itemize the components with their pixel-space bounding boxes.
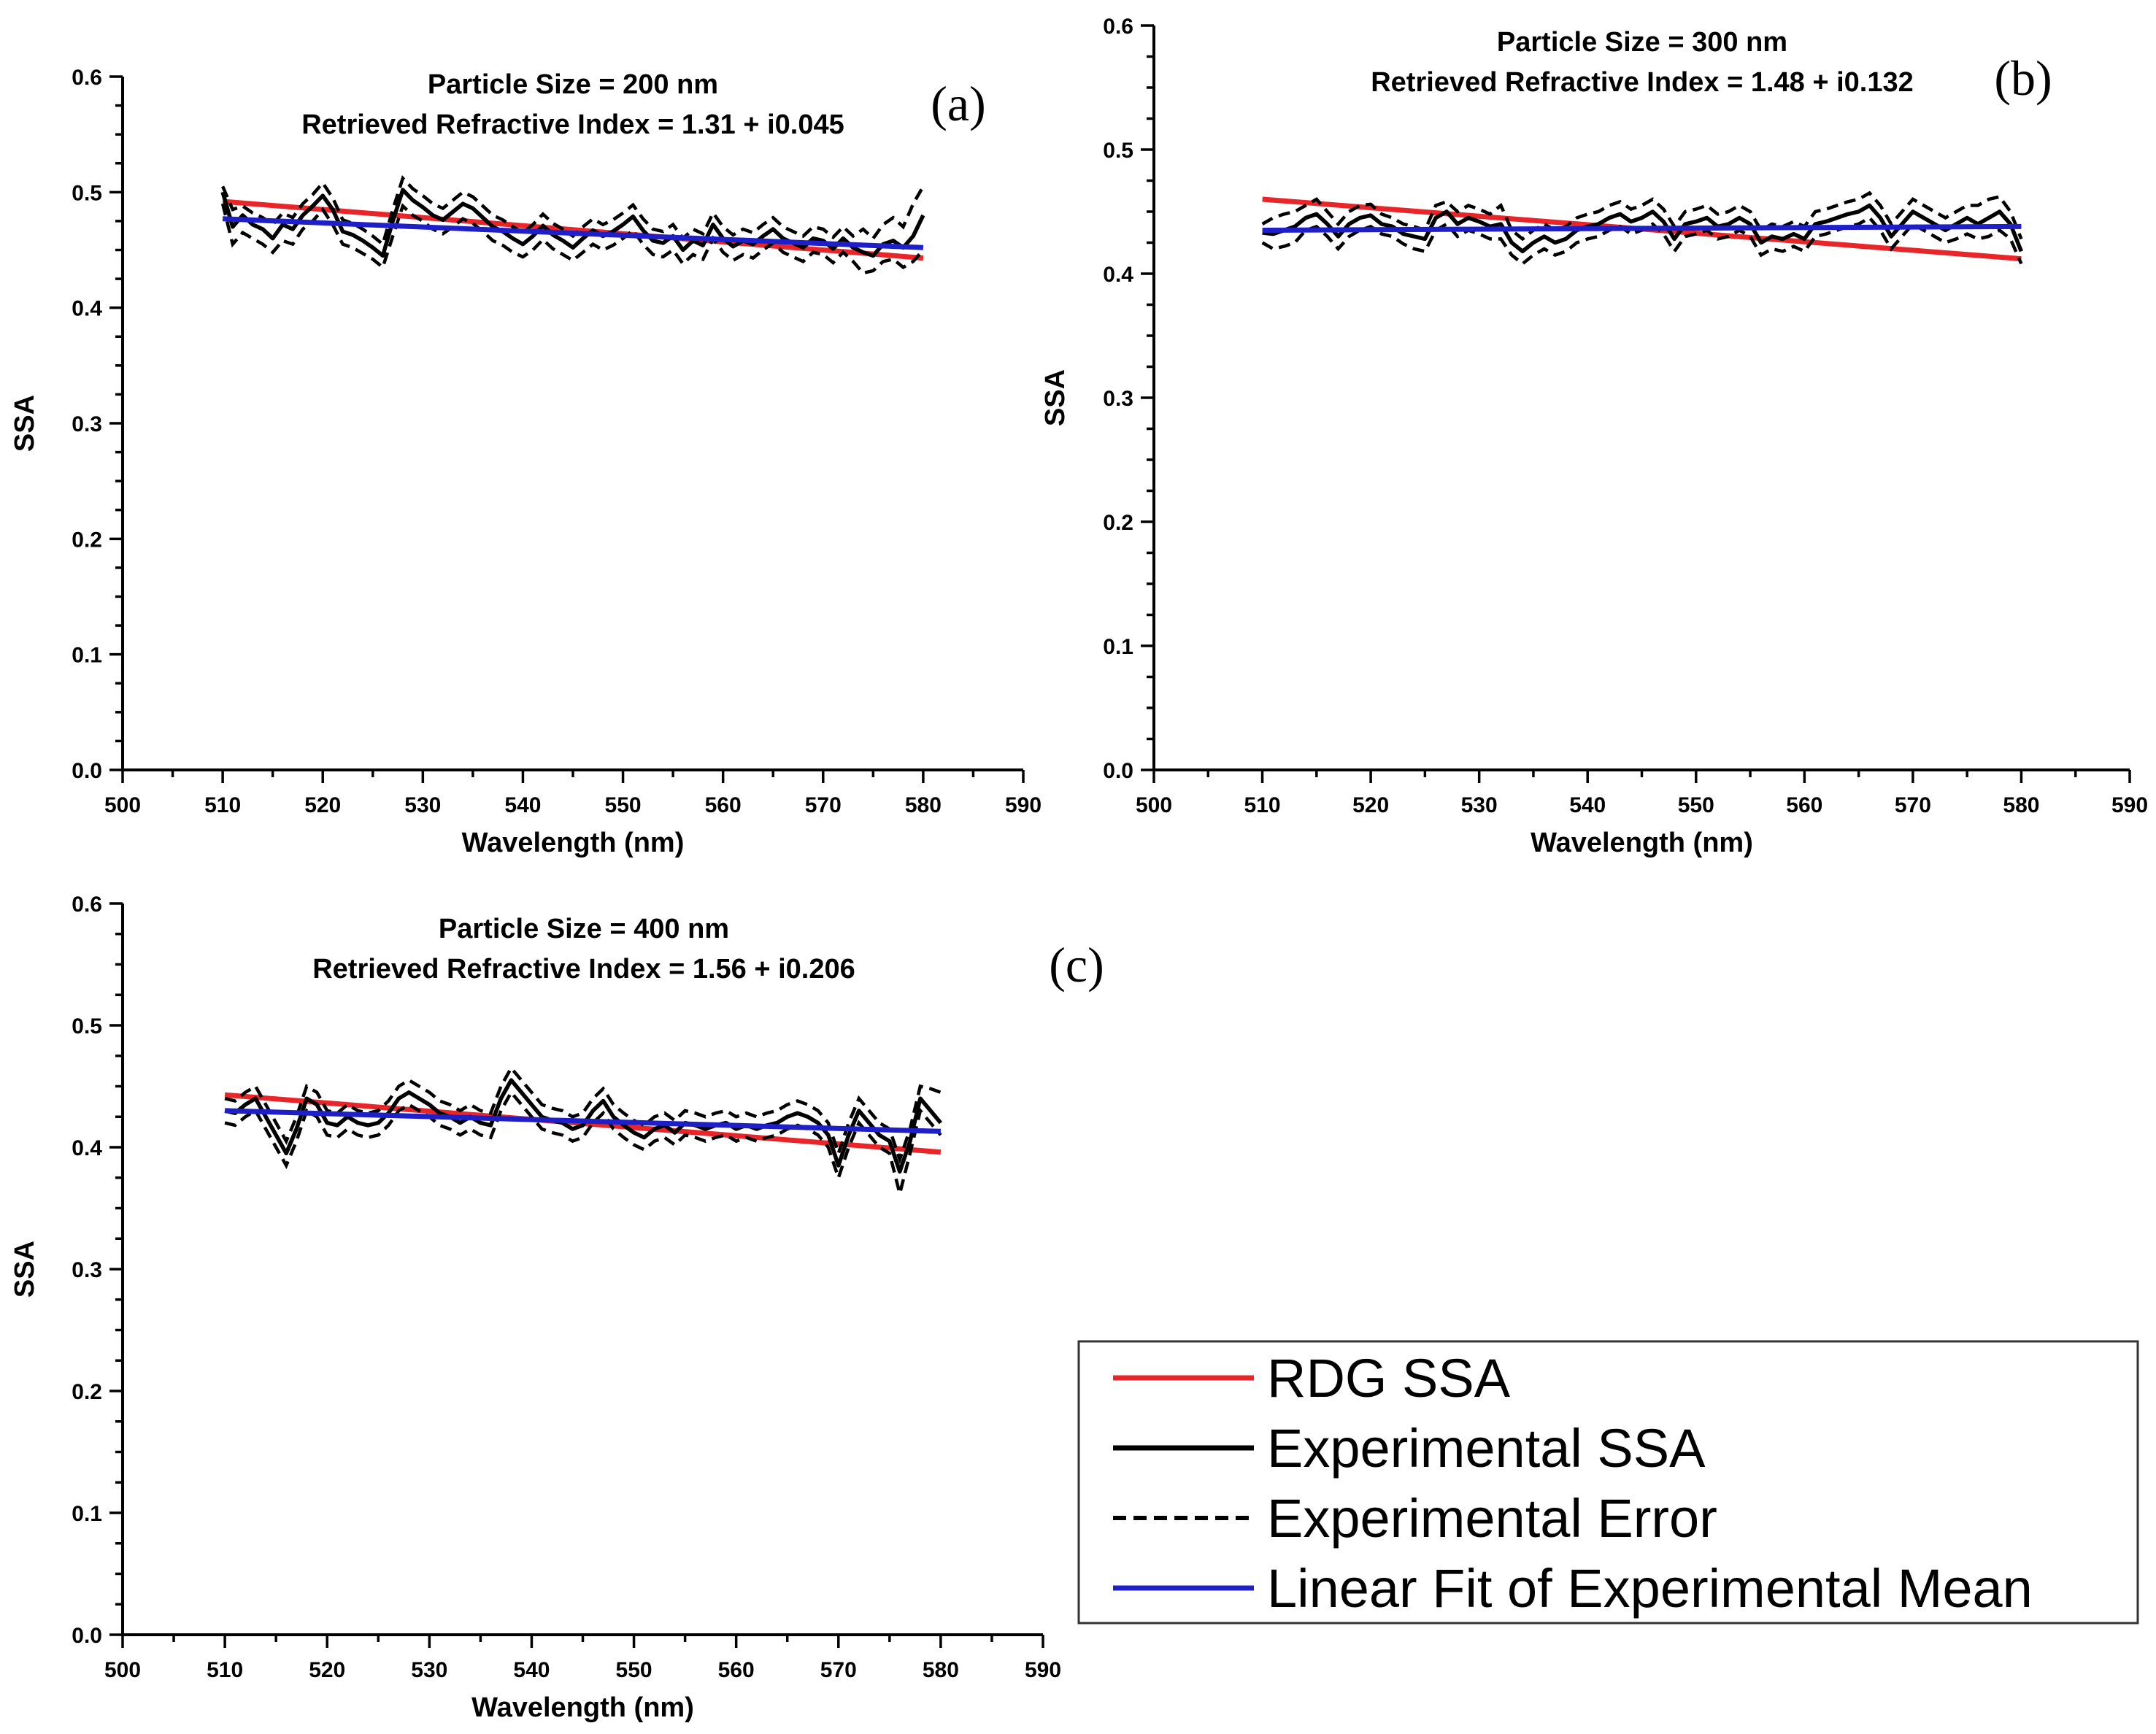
y-tick-label: 0.1 xyxy=(1103,635,1133,659)
x-tick-label: 500 xyxy=(104,793,141,817)
chart-annotation: Retrieved Refractive Index = 1.56 + i0.2… xyxy=(312,954,855,984)
legend-label: Linear Fit of Experimental Mean xyxy=(1267,1558,2033,1619)
x-tick-label: 520 xyxy=(1352,793,1389,817)
panel-label: (c) xyxy=(1049,937,1104,993)
x-tick-label: 520 xyxy=(309,1658,345,1682)
chart-annotation: Particle Size = 400 nm xyxy=(439,914,729,944)
x-tick-label: 580 xyxy=(2003,793,2039,817)
experimental-error-upper-line xyxy=(221,175,925,247)
y-tick-label: 0.2 xyxy=(72,1380,102,1404)
x-tick-label: 500 xyxy=(1136,793,1172,817)
y-tick-label: 0.6 xyxy=(72,893,102,917)
y-tick-label: 0.3 xyxy=(72,1258,102,1282)
y-tick-label: 0.3 xyxy=(1103,387,1133,411)
y-tick-label: 0.1 xyxy=(72,1502,102,1526)
x-tick-label: 580 xyxy=(923,1658,959,1682)
x-axis-title: Wavelength (nm) xyxy=(1531,828,1753,858)
chart-annotation: Retrieved Refractive Index = 1.48 + i0.1… xyxy=(1371,67,1914,98)
y-axis-title: SSA xyxy=(9,395,40,452)
x-tick-label: 560 xyxy=(718,1658,755,1682)
chart-annotation: Particle Size = 200 nm xyxy=(428,69,718,100)
experimental-ssa-line xyxy=(1262,203,2023,254)
panel-label: (b) xyxy=(1994,50,2052,106)
y-tick-label: 0.2 xyxy=(1103,511,1133,535)
panel-label: (a) xyxy=(931,76,985,131)
x-tick-label: 570 xyxy=(1895,793,1931,817)
x-tick-label: 550 xyxy=(605,793,642,817)
x-tick-label: 590 xyxy=(1025,1658,1061,1682)
x-tick-label: 570 xyxy=(805,793,842,817)
y-tick-label: 0.0 xyxy=(1103,759,1133,783)
experimental-error-upper-line xyxy=(224,1065,942,1165)
chart-annotation: Particle Size = 300 nm xyxy=(1497,27,1787,58)
x-tick-label: 530 xyxy=(1461,793,1498,817)
legend-label: Experimental SSA xyxy=(1267,1418,1706,1479)
x-tick-label: 540 xyxy=(1569,793,1606,817)
y-axis-title: SSA xyxy=(9,1241,40,1298)
y-tick-label: 0.6 xyxy=(72,66,102,90)
x-tick-label: 510 xyxy=(1244,793,1281,817)
y-tick-label: 0.4 xyxy=(72,1136,102,1160)
x-tick-label: 510 xyxy=(207,1658,243,1682)
y-tick-label: 0.4 xyxy=(1103,263,1133,287)
x-tick-label: 530 xyxy=(404,793,441,817)
x-tick-label: 550 xyxy=(616,1658,652,1682)
panel-c: 500 510 520 530 540 550 560 570 580 590 0.0 0.1 0.2 0… xyxy=(9,893,1104,1723)
legend: RDG SSA Experimental SSA Experimental Erro… xyxy=(1077,1340,2139,1625)
y-tick-label: 0.0 xyxy=(72,1624,102,1648)
y-tick-label: 0.2 xyxy=(72,528,102,552)
legend-box xyxy=(1077,1340,2139,1625)
linear-fit-line xyxy=(1262,223,2022,233)
y-tick-label: 0.5 xyxy=(72,181,102,205)
linear-fit-line xyxy=(222,216,924,250)
x-tick-label: 580 xyxy=(905,793,942,817)
rdg-ssa-line xyxy=(222,199,924,261)
x-tick-label: 550 xyxy=(1678,793,1714,817)
x-tick-label: 510 xyxy=(204,793,241,817)
y-axis-title: SSA xyxy=(1040,369,1071,426)
x-tick-label: 540 xyxy=(513,1658,550,1682)
experimental-error-upper-line xyxy=(1261,190,2023,242)
legend-label: RDG SSA xyxy=(1267,1348,1511,1409)
y-tick-label: 0.5 xyxy=(72,1014,102,1039)
panel-a: 500 510 520 530 540 550 560 570 580 590 0.0 0.1 0.2 0… xyxy=(9,66,1042,858)
experimental-error-lower-line xyxy=(224,1089,942,1195)
x-tick-label: 560 xyxy=(1786,793,1822,817)
x-tick-label: 590 xyxy=(1005,793,1042,817)
y-tick-label: 0.1 xyxy=(72,644,102,668)
linear-fit-line xyxy=(224,1108,942,1134)
y-tick-label: 0.6 xyxy=(1103,15,1133,39)
x-tick-label: 540 xyxy=(504,793,541,817)
x-tick-label: 590 xyxy=(2111,793,2148,817)
chart-annotation: Retrieved Refractive Index = 1.31 + i0.0… xyxy=(301,109,844,140)
x-tick-label: 560 xyxy=(705,793,742,817)
y-tick-label: 0.5 xyxy=(1103,139,1133,163)
panel-b: 500 510 520 530 540 550 560 570 580 590 0.0 0.1 0.2 0… xyxy=(1040,15,2148,858)
x-tick-label: 530 xyxy=(411,1658,447,1682)
y-tick-label: 0.0 xyxy=(72,759,102,783)
legend-label: Experimental Error xyxy=(1267,1488,1717,1549)
x-tick-label: 500 xyxy=(104,1658,141,1682)
x-tick-label: 520 xyxy=(304,793,341,817)
x-axis-title: Wavelength (nm) xyxy=(471,1692,694,1723)
x-tick-label: 570 xyxy=(820,1658,857,1682)
x-axis-title: Wavelength (nm) xyxy=(462,828,685,858)
y-tick-label: 0.3 xyxy=(72,412,102,436)
y-tick-label: 0.4 xyxy=(72,297,102,321)
